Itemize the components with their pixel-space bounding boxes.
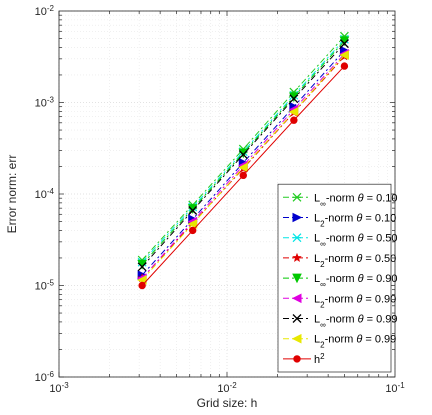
x-tick-label: 10-3 [49, 381, 69, 396]
legend-entry: L2-norm θ = 0.50 [283, 252, 396, 269]
data-point [238, 150, 248, 159]
x-tick-label: 10-1 [385, 381, 405, 396]
series-8 [137, 50, 349, 285]
legend-label: L∞-norm θ = 0.50 [314, 233, 398, 249]
data-point [239, 171, 247, 180]
legend-marker [292, 233, 302, 243]
legend-marker [292, 314, 302, 323]
series-line [141, 53, 345, 279]
legend-marker [293, 355, 301, 363]
legend-marker [292, 212, 303, 223]
legend-entry: L∞-norm θ = 0.50 [283, 233, 398, 249]
legend-label: L2-norm θ = 0.50 [314, 253, 396, 269]
legend-label: L2-norm θ = 0.90 [314, 293, 396, 309]
data-point [289, 94, 299, 104]
tick-labels: 10-3 10-2 10-1 10-6 10-5 10-4 10-3 10-2 [35, 4, 406, 396]
data-point [340, 62, 349, 70]
legend-entry: L2-norm θ = 0.99 [283, 333, 396, 350]
y-tick-label: 10-3 [35, 95, 55, 110]
legend-marker [292, 252, 302, 263]
legend-entry: h2 [283, 351, 325, 366]
data-point [138, 281, 146, 290]
legend-entry: L∞-norm θ = 0.90 [283, 273, 398, 289]
y-tick-label: 10-6 [35, 370, 55, 385]
legend-label: L2-norm θ = 0.10 [314, 213, 396, 229]
legend: L∞-norm θ = 0.10 L2-norm θ = 0.10 L∞-norm … [277, 183, 398, 373]
data-point [339, 39, 349, 49]
data-point [137, 262, 147, 272]
legend-marker [291, 333, 302, 344]
legend-label: L2-norm θ = 0.99 [314, 334, 396, 350]
series-layer [137, 31, 350, 290]
data-point [238, 162, 248, 173]
legend-entry: L2-norm θ = 0.90 [283, 293, 396, 309]
ticks [58, 11, 395, 378]
y-tick-label: 10-5 [35, 278, 55, 293]
legend-marker [292, 192, 302, 202]
data-point [189, 226, 197, 235]
legend-entry: L∞-norm θ = 0.99 [283, 314, 398, 330]
legend-label: L∞-norm θ = 0.90 [314, 273, 398, 289]
y-axis-label: Error norm: err [5, 155, 19, 234]
x-axis-label: Grid size: h [197, 396, 258, 410]
legend-label: L∞-norm θ = 0.10 [314, 192, 398, 208]
y-tick-label: 10-4 [35, 187, 55, 202]
y-tick-label: 10-2 [35, 4, 55, 19]
data-point [290, 116, 298, 124]
x-tick-label: 10-2 [217, 381, 237, 396]
data-point [339, 50, 349, 60]
legend-marker [292, 273, 302, 284]
data-point [187, 219, 198, 229]
legend-entry: L∞-norm θ = 0.10 [283, 192, 398, 208]
data-point [188, 206, 198, 215]
legend-label: L∞-norm θ = 0.99 [314, 314, 398, 330]
series-9 [138, 62, 349, 290]
legend-entry: L2-norm θ = 0.10 [283, 212, 396, 229]
legend-label: h2 [314, 351, 325, 366]
series-7 [137, 39, 349, 272]
data-point [288, 107, 299, 117]
legend-marker [291, 293, 302, 304]
